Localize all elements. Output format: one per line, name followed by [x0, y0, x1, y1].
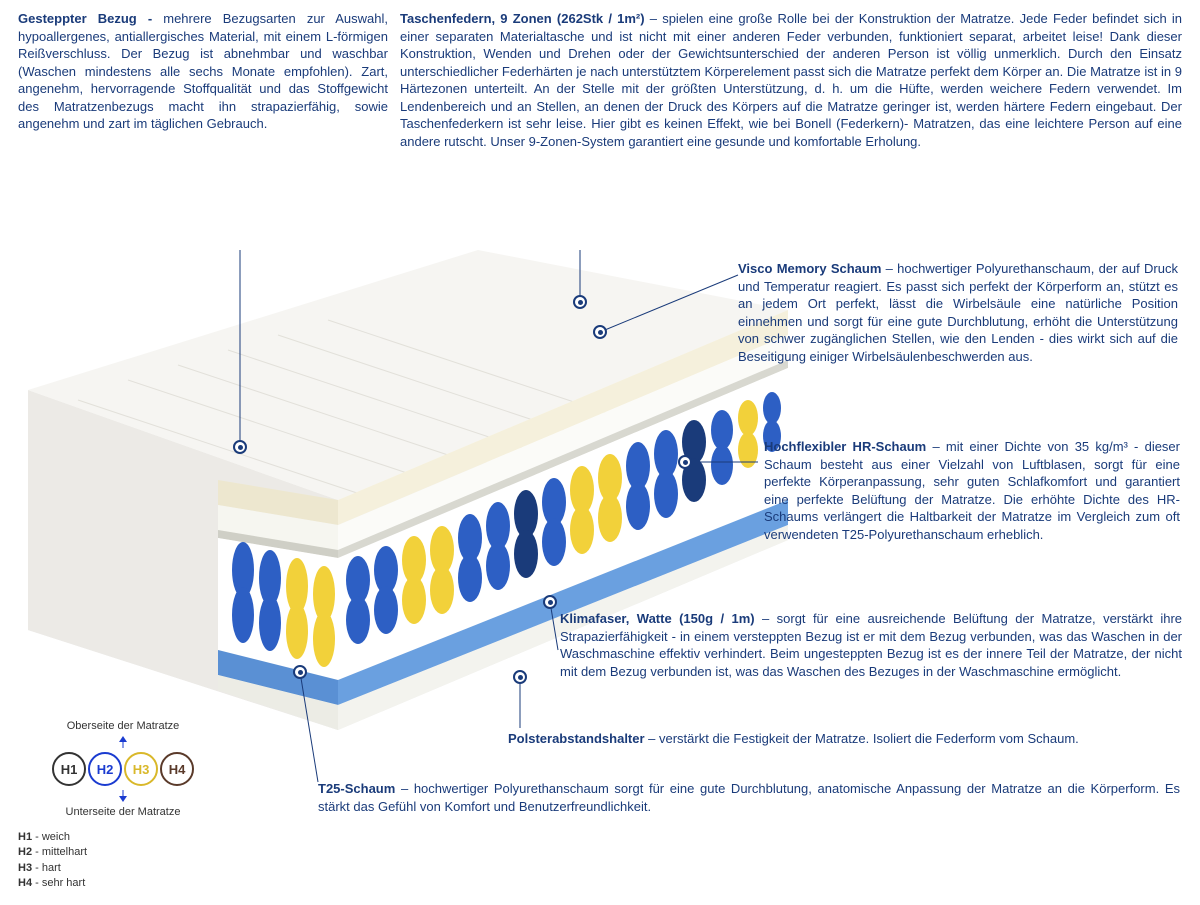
desc-cover: Gesteppter Bezug - mehrere Bezugsarten z…	[18, 10, 388, 150]
desc-cover-title: Gesteppter Bezug -	[18, 11, 163, 26]
callout-klima-title: Klimafaser, Watte (150g / 1m)	[560, 611, 762, 626]
marker-t25	[293, 665, 307, 679]
callout-t25-body: – hochwertiger Polyurethanschaum sorgt f…	[318, 781, 1180, 814]
callout-t25-title: T25-Schaum	[318, 781, 401, 796]
marker-polster	[513, 670, 527, 684]
callout-klima: Klimafaser, Watte (150g / 1m) – sorgt fü…	[560, 610, 1182, 680]
marker-hr	[678, 455, 692, 469]
callout-visco-title: Visco Memory Schaum	[738, 261, 886, 276]
top-text-row: Gesteppter Bezug - mehrere Bezugsarten z…	[0, 0, 1200, 150]
legend-circles: H1 H2 H3 H4	[18, 752, 228, 786]
hardness-legend: Oberseite der Matratze H1 H2 H3 H4 Unter…	[18, 720, 228, 892]
legend-keys: H1 - weich H2 - mittelhart H3 - hart H4 …	[18, 830, 228, 892]
legend-circle-h1: H1	[52, 752, 86, 786]
callout-hr-title: Hochflexibler HR-Schaum	[764, 439, 932, 454]
legend-key-h2: H2 - mittelhart	[18, 845, 228, 860]
desc-springs-body: – spielen eine große Rolle bei der Konst…	[400, 11, 1182, 149]
legend-arrow-up-icon	[43, 736, 203, 748]
desc-springs-title: Taschenfedern, 9 Zonen (262Stk / 1m²)	[400, 11, 650, 26]
legend-key-h4: H4 - sehr hart	[18, 876, 228, 891]
marker-cover	[233, 440, 247, 454]
legend-key-h3: H3 - hart	[18, 861, 228, 876]
desc-cover-body: mehrere Bezugsarten zur Auswahl, hypoall…	[18, 11, 388, 131]
callout-hr: Hochflexibler HR-Schaum – mit einer Dich…	[764, 438, 1180, 543]
callout-polster-title: Polsterabstandshalter	[508, 731, 648, 746]
marker-springs-top	[573, 295, 587, 309]
callout-polster: Polsterabstandshalter – verstärkt die Fe…	[508, 730, 1180, 748]
callout-t25: T25-Schaum – hochwertiger Polyurethansch…	[318, 780, 1180, 815]
legend-circle-h3: H3	[124, 752, 158, 786]
callout-hr-body: – mit einer Dichte von 35 kg/m³ - dieser…	[764, 439, 1180, 542]
legend-bottom-label: Unterseite der Matratze	[18, 806, 228, 818]
legend-top-label: Oberseite der Matratze	[18, 720, 228, 732]
marker-visco	[593, 325, 607, 339]
callout-visco: Visco Memory Schaum – hochwertiger Polyu…	[738, 260, 1178, 365]
legend-arrow-down-icon	[43, 790, 203, 802]
legend-circle-h2: H2	[88, 752, 122, 786]
marker-klima	[543, 595, 557, 609]
desc-springs: Taschenfedern, 9 Zonen (262Stk / 1m²) – …	[400, 10, 1182, 150]
legend-key-h1: H1 - weich	[18, 830, 228, 845]
callout-polster-body: – verstärkt die Festigkeit der Matratze.…	[648, 731, 1079, 746]
legend-circle-h4: H4	[160, 752, 194, 786]
callout-visco-body: – hochwertiger Polyurethanschaum, der au…	[738, 261, 1178, 364]
